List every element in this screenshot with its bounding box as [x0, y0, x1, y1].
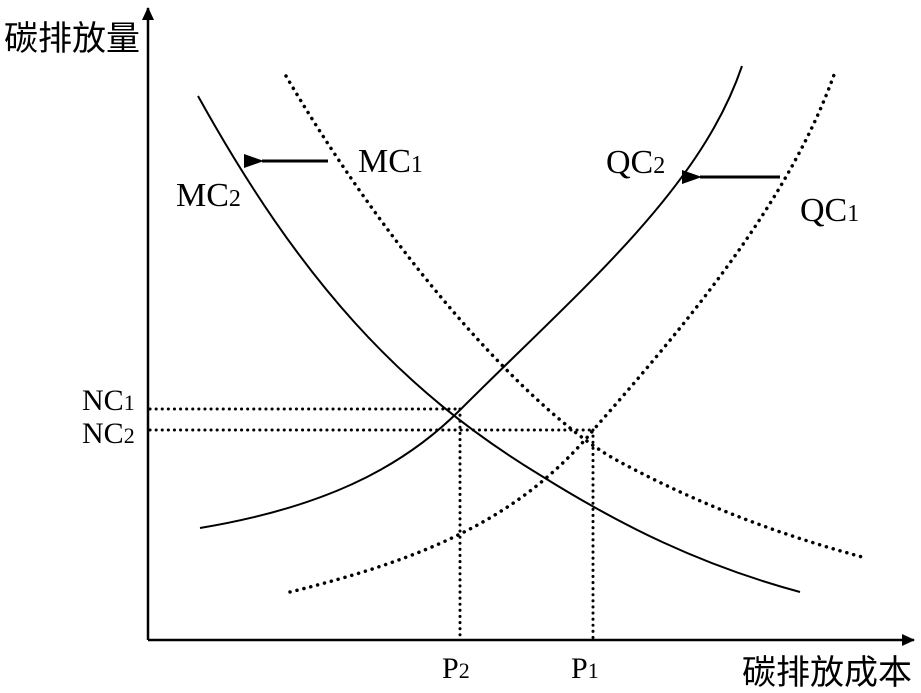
- qc2-label: QC2: [606, 144, 665, 181]
- nc1-label: NC1: [82, 384, 135, 417]
- p2-label: P2: [442, 652, 470, 685]
- mc2-label: MC2: [176, 177, 241, 214]
- mc1-label: MC1: [358, 143, 423, 180]
- mc2-curve: [197, 95, 801, 593]
- qc1-label: QC1: [800, 192, 859, 229]
- mc1-curve: [284, 74, 868, 560]
- p1-label: P1: [571, 652, 599, 685]
- qc1-curve: [288, 70, 837, 594]
- y-axis-label: 碳排放量: [4, 19, 140, 59]
- nc2-label: NC2: [82, 417, 135, 450]
- qc2-curve: [199, 65, 743, 529]
- x-axis-label: 碳排放成本: [742, 653, 912, 693]
